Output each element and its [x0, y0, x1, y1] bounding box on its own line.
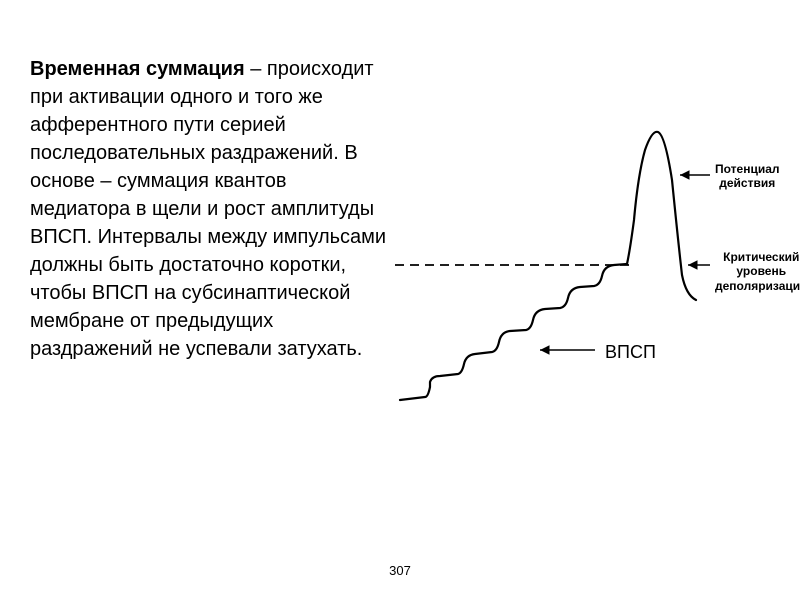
summation-diagram: Потенциал действия Критический уровень д…	[380, 120, 790, 440]
label-vpsp: ВПСП	[605, 342, 656, 363]
label-line: деполяризации	[715, 279, 800, 293]
spike-curve	[627, 132, 696, 300]
staircase-curve	[400, 264, 627, 400]
label-line: Потенциал	[715, 162, 780, 176]
description-paragraph: Временная суммация – происходит при акти…	[30, 55, 390, 363]
title-bold: Временная суммация	[30, 58, 245, 80]
label-line: Критический	[723, 250, 799, 264]
label-critical-level: Критический уровень деполяризации	[715, 250, 800, 293]
label-line: уровень	[736, 264, 786, 278]
label-action-potential: Потенциал действия	[715, 162, 780, 191]
page-number: 307	[389, 563, 411, 578]
body-text: – происходит при активации одного и того…	[30, 58, 386, 360]
label-line: действия	[719, 176, 775, 190]
